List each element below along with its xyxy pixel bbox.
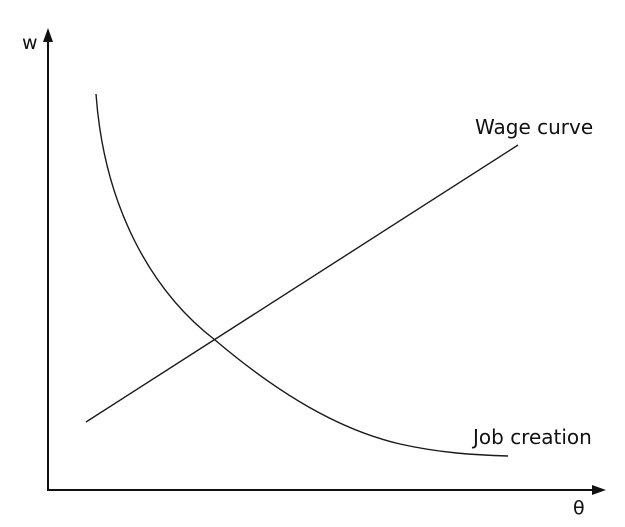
wage-curve bbox=[85, 144, 519, 423]
wage-curve-label: Wage curve bbox=[475, 115, 593, 139]
x-axis-label: θ bbox=[573, 497, 585, 519]
job-creation-label: Job creation bbox=[471, 425, 592, 449]
y-axis-arrow-icon bbox=[43, 28, 53, 42]
y-axis-label: w bbox=[22, 32, 38, 54]
job-creation-curve bbox=[95, 93, 509, 457]
x-axis-arrow-icon bbox=[592, 485, 606, 495]
axes bbox=[43, 28, 606, 495]
